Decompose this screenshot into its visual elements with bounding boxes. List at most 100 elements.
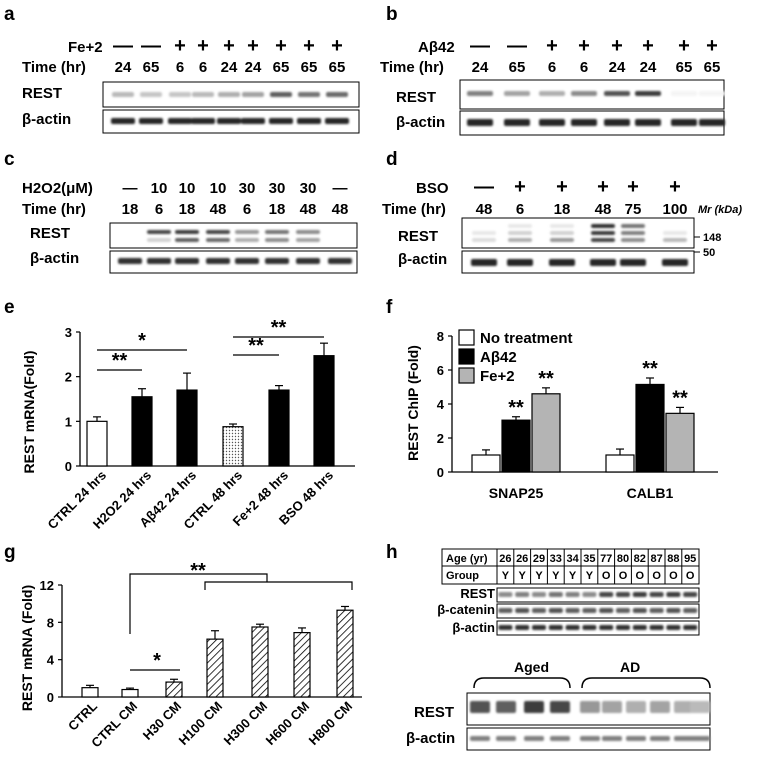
panel-h-group-7: O	[619, 570, 628, 582]
panel-b-actin-band-2	[539, 119, 565, 126]
panel-b-time-3: 6	[580, 59, 588, 76]
panel-a-rest-band-7	[298, 92, 320, 97]
panel-d-rest-band-c-1	[508, 238, 532, 242]
panel-a-rest-band-2	[169, 92, 191, 97]
panel-c-actin-band-2	[175, 258, 199, 264]
panel-c-rest-band-top-7	[328, 230, 352, 234]
panel-h-group-6: O	[602, 570, 611, 582]
panel-h-catenin-band-8	[632, 608, 647, 613]
panel-h-aged-bracket	[473, 677, 571, 689]
panel-h-group-3: Y	[552, 570, 560, 582]
panel-h-actin2-label: β-actin	[406, 730, 455, 747]
panel-h-tissue-rest-band-0	[470, 701, 490, 713]
panel-h-group-0: Y	[502, 570, 510, 582]
panel-a-sign-2: +	[174, 35, 186, 57]
panel-f-sig-1: **	[538, 368, 554, 390]
panel-a-sign-1: —	[141, 35, 161, 57]
panel-f-sig-3: **	[672, 387, 688, 409]
panel-h-age-6: 77	[600, 553, 612, 565]
panel-c-time-label: Time (hr)	[22, 201, 86, 218]
panel-h-actin-label: β-actin	[452, 620, 495, 635]
panel-h-age-5: 35	[583, 553, 595, 565]
panel-h-group-5: Y	[586, 570, 594, 582]
panel-a-time-3: 6	[199, 59, 207, 76]
panel-f-ylabel: REST ChIP (Fold)	[405, 345, 421, 461]
panel-d-rest-band-a-5	[663, 224, 687, 228]
panel-c-actin-blot	[109, 250, 358, 274]
panel-h-tissue-actin-band-4	[580, 736, 600, 741]
panel-f-ytick-label-3: 6	[437, 363, 444, 378]
panel-g-bar-6	[336, 609, 354, 698]
panel-e-ytick-label-0: 0	[65, 459, 72, 474]
panel-c-time-6: 48	[300, 201, 317, 218]
panel-f-legend-label-0: No treatment	[480, 330, 573, 347]
panel-c-actin-band-3	[206, 258, 230, 264]
panel-label-e: e	[4, 297, 15, 318]
panel-label-c: c	[4, 149, 15, 170]
panel-h-actin-band-9	[649, 625, 664, 630]
panel-c-actin-band-1	[147, 258, 171, 264]
panel-d-time-3: 48	[595, 201, 612, 218]
panel-h-tissue-rest-band-6	[626, 701, 646, 713]
panel-h-rest-band-2	[532, 592, 546, 597]
panel-c-dose-3: 10	[210, 180, 227, 197]
panel-e-bar-0	[86, 420, 108, 467]
panel-b-rest-band-7	[699, 91, 725, 96]
panel-b-rest-label: REST	[396, 89, 436, 106]
panel-b-sign-6: +	[678, 35, 690, 57]
panel-c-rest-band-top-6	[296, 230, 320, 234]
panel-d-mr-label: Mr (kDa)	[698, 204, 742, 216]
panel-g-xtick-3: H100 CM	[176, 699, 225, 748]
panel-h-rest-band-10	[666, 592, 681, 597]
panel-f-sig-2: **	[642, 358, 658, 380]
panel-h-catenin-band-0	[498, 608, 513, 613]
panel-h-actin-band-6	[599, 625, 614, 630]
panel-g-ytick-label-3: 12	[40, 578, 54, 593]
panel-d-time-4: 75	[625, 201, 642, 218]
panel-h-rest-band-5	[582, 592, 597, 597]
panel-f-bar-1-2	[665, 412, 695, 473]
panel-c-dose-0: —	[123, 180, 138, 197]
panel-b-treatment-label: Aβ42	[418, 39, 455, 56]
panel-a-rest-label: REST	[22, 85, 62, 102]
panel-a-treatment-label: Fe+2	[68, 39, 103, 56]
panel-g-xtick-5: H600 CM	[263, 699, 312, 748]
panel-d-rest-band-b-1	[508, 231, 532, 235]
panel-c-rest-band-bot-7	[328, 238, 352, 242]
panel-c-treatment-label: H2O2(μM)	[22, 180, 93, 197]
panel-c-actin-band-5	[265, 258, 289, 264]
panel-h-rest-band-3	[548, 592, 563, 597]
panel-e-ytick-label-3: 3	[65, 325, 72, 340]
panel-d-rest-band-b-3	[591, 231, 615, 235]
panel-c-dose-1: 10	[151, 180, 168, 197]
panel-h-catenin-band-3	[548, 608, 563, 613]
panel-c-rest-band-top-4	[235, 230, 259, 234]
panel-c-actin-band-6	[296, 258, 320, 264]
panel-d-rest-label: REST	[398, 228, 438, 245]
panel-label-f: f	[386, 297, 393, 318]
panel-h-rest2-label: REST	[414, 704, 454, 721]
panel-label-a: a	[4, 4, 15, 25]
panel-c-rest-band-top-5	[265, 230, 289, 234]
panel-h-tissue-rest-band-8	[674, 701, 694, 713]
panel-h-tissue-actin-band-1	[496, 736, 516, 741]
panel-a-rest-band-1	[140, 92, 162, 97]
panel-g-ytick-label-0: 0	[47, 690, 54, 705]
panel-e-ylabel: REST mRNA(Fold)	[21, 351, 37, 474]
panel-a-time-2: 6	[176, 59, 184, 76]
panel-h-tissue-actin-band-8	[674, 736, 694, 741]
panel-b-sign-7: +	[706, 35, 718, 57]
panel-a-rest-band-8	[326, 92, 348, 97]
panel-c-rest-band-bot-5	[265, 238, 289, 242]
panel-b-sign-0: —	[470, 35, 490, 57]
panel-c-actin-band-0	[118, 258, 142, 264]
panel-h-tissue-actin-band-6	[626, 736, 646, 741]
panel-h-group-10: O	[669, 570, 678, 582]
panel-b-time-2: 6	[548, 59, 556, 76]
panel-h-actin-band-0	[498, 625, 513, 630]
panel-b-sign-3: +	[578, 35, 590, 57]
panel-h-rest-band-1	[515, 592, 530, 597]
panel-h-group-2: Y	[535, 570, 543, 582]
